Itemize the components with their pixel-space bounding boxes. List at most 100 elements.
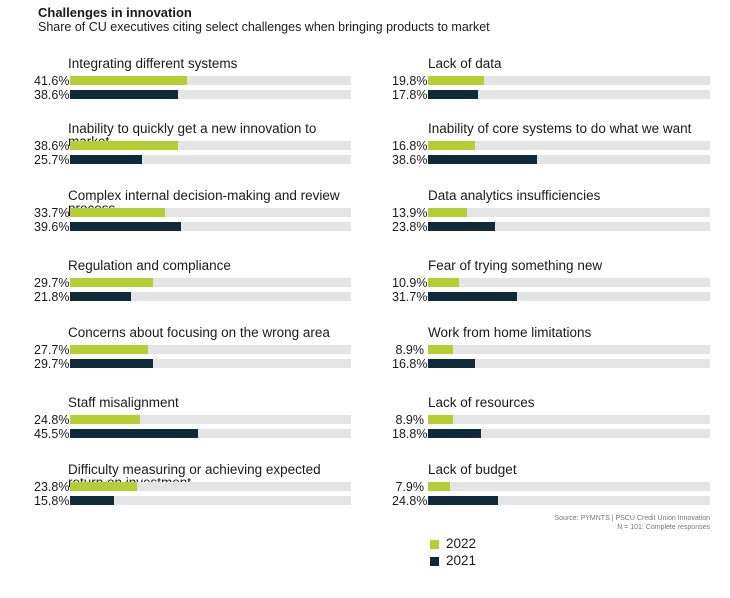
bar-work-from-home-limitations-2021 <box>428 359 476 368</box>
category-label-lack-of-resources: Lack of resources <box>428 395 535 410</box>
bar-track-difficulty-measuring-or-achieving-expected-return-on-investment-2021 <box>70 496 351 505</box>
bar-track-inability-of-core-systems-to-do-what-we-want-2021 <box>428 155 710 164</box>
bar-regulation-and-compliance-2022 <box>70 278 154 287</box>
source-note: Source: PYMNTS | PSCU Credit Union Innov… <box>440 514 711 532</box>
legend-swatch-2021 <box>430 557 439 566</box>
legend-label-2021: 2021 <box>446 553 477 568</box>
bar-track-inability-to-quickly-get-a-new-innovation-to-market-2021 <box>70 155 351 164</box>
value-label-integrating-different-systems-2022: 41.6% <box>34 74 70 88</box>
bar-track-regulation-and-compliance-2022 <box>70 278 351 287</box>
category-label-regulation-and-compliance: Regulation and compliance <box>68 258 231 273</box>
bar-track-complex-internal-decision-making-and-review-process-2021 <box>70 222 351 231</box>
value-label-complex-internal-decision-making-and-review-process-2022: 33.7% <box>34 206 70 220</box>
bar-track-integrating-different-systems-2021 <box>70 90 351 99</box>
category-label-integrating-different-systems: Integrating different systems <box>68 56 238 71</box>
category-label-lack-of-data: Lack of data <box>428 56 502 71</box>
bar-track-concerns-about-focusing-on-the-wrong-area-2021 <box>70 359 351 368</box>
bar-track-fear-of-trying-something-new-2022 <box>428 278 710 287</box>
bar-track-lack-of-resources-2022 <box>428 415 710 424</box>
bar-inability-of-core-systems-to-do-what-we-want-2021 <box>428 155 537 164</box>
category-label-inability-of-core-systems-to-do-what-we-want: Inability of core systems to do what we … <box>428 121 692 136</box>
bar-difficulty-measuring-or-achieving-expected-return-on-investment-2021 <box>70 496 115 505</box>
bar-track-data-analytics-insufficiencies-2021 <box>428 222 710 231</box>
bar-track-staff-misalignment-2021 <box>70 429 351 438</box>
bar-track-lack-of-budget-2021 <box>428 496 710 505</box>
category-label-work-from-home-limitations: Work from home limitations <box>428 325 592 340</box>
bar-concerns-about-focusing-on-the-wrong-area-2021 <box>70 359 154 368</box>
bar-regulation-and-compliance-2021 <box>70 292 132 301</box>
bar-track-work-from-home-limitations-2022 <box>428 345 710 354</box>
bar-lack-of-resources-2021 <box>428 429 482 438</box>
bar-lack-of-budget-2022 <box>428 482 451 491</box>
bar-track-complex-internal-decision-making-and-review-process-2022 <box>70 208 351 217</box>
value-label-work-from-home-limitations-2022: 8.9% <box>395 343 425 357</box>
chart-title: Challenges in innovation <box>38 5 192 20</box>
sample-size-line: N = 101: Complete responses <box>617 524 710 531</box>
value-label-inability-to-quickly-get-a-new-innovation-to-market-2022: 38.6% <box>34 139 70 153</box>
value-label-concerns-about-focusing-on-the-wrong-area-2021: 29.7% <box>34 357 70 371</box>
category-label-lack-of-budget: Lack of budget <box>428 462 517 477</box>
value-label-regulation-and-compliance-2021: 21.8% <box>34 290 70 304</box>
bar-track-concerns-about-focusing-on-the-wrong-area-2022 <box>70 345 351 354</box>
bar-track-difficulty-measuring-or-achieving-expected-return-on-investment-2022 <box>70 482 351 491</box>
value-label-complex-internal-decision-making-and-review-process-2021: 39.6% <box>34 220 70 234</box>
bar-inability-of-core-systems-to-do-what-we-want-2022 <box>428 141 476 150</box>
value-label-lack-of-data-2021: 17.8% <box>392 88 428 102</box>
bar-work-from-home-limitations-2022 <box>428 345 454 354</box>
bar-staff-misalignment-2022 <box>70 415 140 424</box>
legend-label-2022: 2022 <box>446 536 477 551</box>
value-label-data-analytics-insufficiencies-2021: 23.8% <box>392 220 428 234</box>
value-label-inability-to-quickly-get-a-new-innovation-to-market-2021: 25.7% <box>34 153 70 167</box>
value-label-lack-of-resources-2022: 8.9% <box>395 413 425 427</box>
bar-track-data-analytics-insufficiencies-2022 <box>428 208 710 217</box>
value-label-inability-of-core-systems-to-do-what-we-want-2022: 16.8% <box>392 139 428 153</box>
bar-track-staff-misalignment-2022 <box>70 415 351 424</box>
value-label-inability-of-core-systems-to-do-what-we-want-2021: 38.6% <box>392 153 428 167</box>
bar-fear-of-trying-something-new-2022 <box>428 278 459 287</box>
bar-data-analytics-insufficiencies-2021 <box>428 222 496 231</box>
bar-complex-internal-decision-making-and-review-process-2021 <box>70 222 182 231</box>
bar-track-lack-of-data-2022 <box>428 76 710 85</box>
value-label-fear-of-trying-something-new-2022: 10.9% <box>392 276 428 290</box>
bar-staff-misalignment-2021 <box>70 429 198 438</box>
value-label-difficulty-measuring-or-achieving-expected-return-on-investment-2022: 23.8% <box>34 480 70 494</box>
bar-track-lack-of-data-2021 <box>428 90 710 99</box>
value-label-integrating-different-systems-2021: 38.6% <box>34 88 70 102</box>
category-label-staff-misalignment: Staff misalignment <box>68 395 179 410</box>
bar-inability-to-quickly-get-a-new-innovation-to-market-2022 <box>70 141 179 150</box>
value-label-data-analytics-insufficiencies-2022: 13.9% <box>392 206 428 220</box>
value-label-staff-misalignment-2022: 24.8% <box>34 413 70 427</box>
value-label-staff-misalignment-2021: 45.5% <box>34 427 70 441</box>
bar-data-analytics-insufficiencies-2022 <box>428 208 468 217</box>
bar-lack-of-data-2021 <box>428 90 479 99</box>
bar-complex-internal-decision-making-and-review-process-2022 <box>70 208 165 217</box>
value-label-lack-of-resources-2021: 18.8% <box>392 427 428 441</box>
chart-subtitle: Share of CU executives citing select cha… <box>38 20 490 34</box>
bar-track-work-from-home-limitations-2021 <box>428 359 710 368</box>
bar-fear-of-trying-something-new-2021 <box>428 292 518 301</box>
bar-integrating-different-systems-2022 <box>70 76 187 85</box>
category-label-concerns-about-focusing-on-the-wrong-area: Concerns about focusing on the wrong are… <box>68 325 330 340</box>
bar-lack-of-budget-2021 <box>428 496 498 505</box>
bar-track-inability-to-quickly-get-a-new-innovation-to-market-2022 <box>70 141 351 150</box>
category-label-data-analytics-insufficiencies: Data analytics insufficiencies <box>428 188 601 203</box>
bar-track-lack-of-resources-2021 <box>428 429 710 438</box>
value-label-fear-of-trying-something-new-2021: 31.7% <box>392 290 428 304</box>
value-label-lack-of-data-2022: 19.8% <box>392 74 428 88</box>
bar-integrating-different-systems-2021 <box>70 90 179 99</box>
bar-concerns-about-focusing-on-the-wrong-area-2022 <box>70 345 148 354</box>
bar-track-inability-of-core-systems-to-do-what-we-want-2022 <box>428 141 710 150</box>
bar-difficulty-measuring-or-achieving-expected-return-on-investment-2022 <box>70 482 137 491</box>
bar-lack-of-data-2022 <box>428 76 484 85</box>
value-label-work-from-home-limitations-2021: 16.8% <box>392 357 428 371</box>
value-label-lack-of-budget-2021: 24.8% <box>392 494 428 508</box>
bar-track-integrating-different-systems-2022 <box>70 76 351 85</box>
bar-track-fear-of-trying-something-new-2021 <box>428 292 710 301</box>
category-label-fear-of-trying-something-new: Fear of trying something new <box>428 258 603 273</box>
bar-lack-of-resources-2022 <box>428 415 454 424</box>
legend-swatch-2022 <box>430 540 439 549</box>
value-label-lack-of-budget-2022: 7.9% <box>395 480 425 494</box>
bar-track-lack-of-budget-2022 <box>428 482 710 491</box>
bar-track-regulation-and-compliance-2021 <box>70 292 351 301</box>
